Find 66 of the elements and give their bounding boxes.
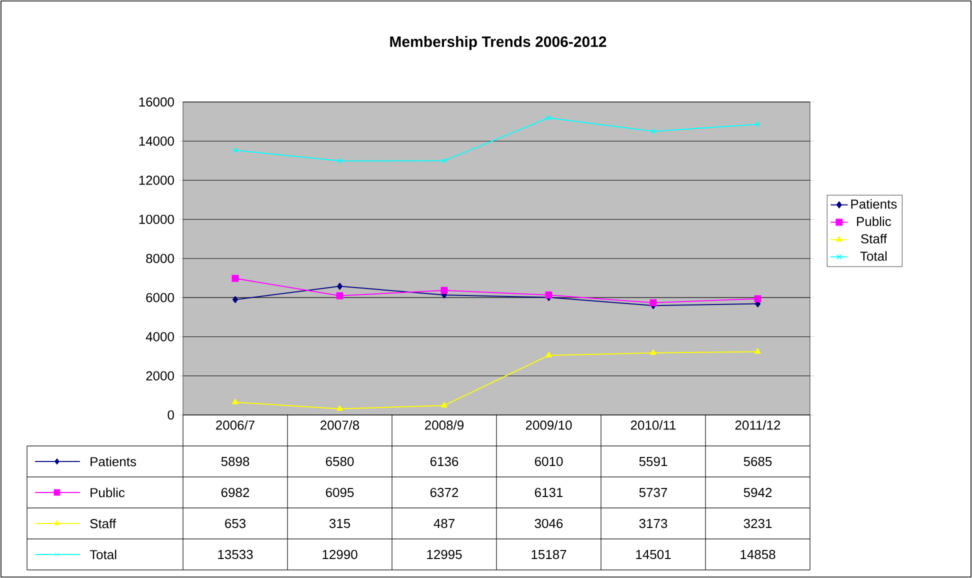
data-label: 3046 xyxy=(534,518,563,528)
data-label: 14858 xyxy=(740,550,776,560)
data-label: 5898 xyxy=(221,456,250,466)
y-tick-label: 10000 xyxy=(139,214,174,224)
point xyxy=(337,282,343,290)
data-label: 5591 xyxy=(639,456,668,466)
data-label: 13533 xyxy=(218,550,253,560)
point xyxy=(336,405,343,411)
text: Staff xyxy=(90,518,116,528)
legend-label: Staff xyxy=(861,234,887,244)
legend-label: Public xyxy=(857,216,892,226)
legend-label: Total xyxy=(860,251,887,261)
data-label: 12990 xyxy=(322,550,358,560)
data-label: 5737 xyxy=(639,488,668,498)
point xyxy=(441,402,448,408)
data-label: 6010 xyxy=(534,456,563,466)
data-label: 653 xyxy=(225,518,246,528)
y-tick-label: 14000 xyxy=(139,136,174,146)
y-tick-label: 2000 xyxy=(146,371,174,380)
point xyxy=(232,296,238,304)
x-tick-label: 2007/8 xyxy=(320,420,360,430)
y-tick-label: 6000 xyxy=(146,293,174,302)
data-label: 315 xyxy=(329,518,350,528)
y-tick-label: 8000 xyxy=(146,254,174,264)
y-tick-label: 12000 xyxy=(139,176,174,185)
text: Total xyxy=(90,550,116,560)
chart-title: Membership Trends 2006-2012 xyxy=(390,36,606,50)
data-label: 3173 xyxy=(639,518,668,528)
point xyxy=(754,295,762,302)
data-label: 15187 xyxy=(532,550,566,560)
data-label: 487 xyxy=(434,518,454,528)
data-label: 12995 xyxy=(427,550,462,560)
data-label: 14501 xyxy=(636,550,671,560)
data-label: 6372 xyxy=(430,488,458,498)
legend-label: Patients xyxy=(851,199,897,209)
point xyxy=(650,128,656,134)
x-tick-label: 2006/7 xyxy=(216,420,254,430)
point xyxy=(232,398,238,404)
data-label: 6136 xyxy=(430,456,458,466)
point xyxy=(546,115,552,121)
x-tick-label: 2008/9 xyxy=(425,420,464,430)
data-label: 3231 xyxy=(744,518,772,528)
x-tick-label: 2011/12 xyxy=(735,420,780,430)
point xyxy=(650,349,656,355)
y-tick-label: 16000 xyxy=(139,97,174,107)
data-label: 6131 xyxy=(534,488,563,498)
data-label: 6095 xyxy=(326,488,354,498)
point xyxy=(232,274,239,282)
text: Patients xyxy=(90,456,136,466)
data-label: 6982 xyxy=(221,488,250,498)
point xyxy=(546,352,552,358)
x-tick-label: 2010/11 xyxy=(630,420,676,430)
x-tick-label: 2009/10 xyxy=(526,420,572,430)
data-label: 5685 xyxy=(744,456,772,466)
point xyxy=(442,158,447,164)
point xyxy=(336,292,344,300)
y-tick-label: 4000 xyxy=(146,332,174,342)
point xyxy=(337,158,342,164)
point xyxy=(650,299,657,306)
data-label: 6580 xyxy=(326,456,354,466)
data-label: 5942 xyxy=(744,488,772,498)
point xyxy=(440,286,448,294)
point xyxy=(755,122,760,127)
point xyxy=(754,348,761,354)
y-tick-label: 0 xyxy=(168,410,174,420)
text: Public xyxy=(90,488,125,498)
